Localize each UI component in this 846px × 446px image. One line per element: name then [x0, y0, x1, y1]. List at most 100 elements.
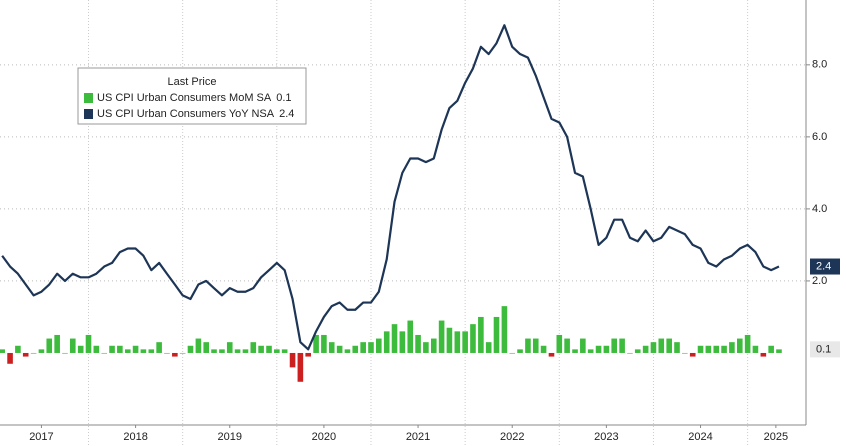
bar: [446, 327, 453, 353]
last-price-tag: [810, 341, 840, 358]
bar: [195, 338, 202, 353]
bar: [383, 331, 390, 353]
bar: [305, 352, 311, 357]
bar: [164, 352, 170, 354]
legend-swatch: [84, 93, 93, 103]
bar: [650, 342, 657, 353]
bar: [234, 349, 241, 353]
legend-value: 0.1: [276, 92, 291, 104]
bar: [266, 345, 272, 353]
bar: [148, 349, 155, 353]
bar: [713, 345, 720, 353]
bar: [509, 352, 516, 354]
bar: [242, 349, 249, 353]
bar: [344, 349, 351, 353]
bar: [737, 338, 743, 353]
x-tick-label: 2019: [218, 431, 242, 443]
bar: [30, 352, 37, 354]
bar: [438, 320, 445, 353]
bar: [101, 352, 108, 354]
bar: [179, 352, 186, 354]
bar: [603, 345, 610, 353]
bar: [211, 349, 217, 353]
bar: [93, 345, 100, 353]
bar: [54, 334, 60, 353]
bar: [313, 334, 319, 353]
bar: [407, 320, 414, 353]
bar: [62, 352, 68, 354]
bar: [328, 342, 335, 353]
bar: [760, 352, 767, 357]
bar: [69, 338, 76, 353]
bar: [219, 349, 225, 353]
bar: [117, 345, 123, 353]
bar: [729, 342, 735, 353]
bar: [580, 338, 586, 353]
bar: [258, 345, 264, 353]
bar: [682, 352, 688, 354]
bar: [470, 324, 476, 353]
last-price-tag: [810, 258, 840, 275]
bar: [281, 349, 288, 353]
bar: [705, 345, 712, 353]
x-tick-label: 2020: [312, 431, 336, 443]
bar: [666, 338, 672, 353]
bar: [274, 349, 280, 353]
bar: [321, 334, 327, 353]
bar: [689, 352, 696, 357]
bar: [0, 349, 5, 353]
legend: Last Price: [77, 67, 307, 125]
legend-value: 2.4: [279, 108, 294, 120]
bar: [572, 349, 578, 353]
bar: [172, 352, 178, 357]
bar: [226, 342, 233, 353]
bar: [140, 349, 147, 353]
bar: [485, 342, 492, 353]
bar: [77, 345, 84, 353]
bar: [619, 338, 625, 353]
y-tick-label: 2.0: [812, 275, 827, 287]
bar: [124, 349, 131, 353]
bar: [752, 345, 759, 353]
legend-label: US CPI Urban Consumers YoY NSA: [97, 108, 275, 120]
bar: [532, 338, 539, 353]
bar: [454, 331, 461, 353]
bar: [556, 334, 563, 353]
bar: [697, 345, 704, 353]
legend-title: Last Price: [168, 76, 217, 88]
last-price-label: 2.4: [816, 260, 831, 272]
bar: [399, 331, 406, 353]
bar: [423, 342, 429, 353]
bar: [611, 338, 617, 353]
bar: [462, 331, 468, 353]
line: [1, 24, 780, 351]
bar: [501, 306, 508, 353]
y-tick-label: 6.0: [812, 131, 827, 143]
bar: [540, 345, 547, 353]
bar: [203, 342, 210, 353]
bar: [376, 338, 382, 353]
bar: [721, 345, 727, 353]
bar: [109, 345, 115, 353]
bar: [587, 349, 594, 353]
bar: [478, 316, 484, 353]
bar: [132, 345, 139, 353]
x-tick-label: 2018: [123, 431, 147, 443]
x-tick-label: 2025: [764, 431, 788, 443]
bar: [517, 349, 523, 353]
bar: [627, 352, 633, 354]
bar: [38, 349, 45, 353]
bar: [768, 345, 774, 353]
bar: [156, 342, 162, 353]
bar: [548, 352, 555, 357]
bar: [595, 345, 602, 353]
bar: [7, 352, 13, 364]
bar: [22, 352, 29, 357]
bar: [634, 349, 641, 353]
plot-area: [0, 0, 806, 446]
bar: [525, 338, 531, 353]
bar: [250, 342, 257, 353]
bar: [391, 324, 398, 353]
